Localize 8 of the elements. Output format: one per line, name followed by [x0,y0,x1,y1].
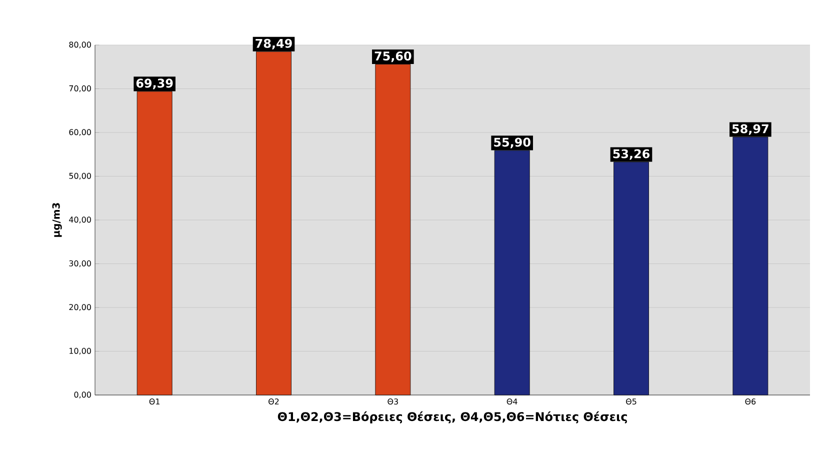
data-label: 53,26 [613,149,650,160]
data-label: 75,60 [374,51,412,62]
data-label: 78,49 [256,38,292,50]
x-axis-title: Θ1,Θ2,Θ3=Βόρειες Θέσεις, Θ4,Θ5,Θ6=Νότιες Θέσεις [278,411,627,424]
data-label: 58,97 [732,124,768,135]
data-label: 69,39 [136,78,173,90]
data-label: 55,90 [494,138,530,148]
y-axis-title: μg/m3 [52,203,62,237]
